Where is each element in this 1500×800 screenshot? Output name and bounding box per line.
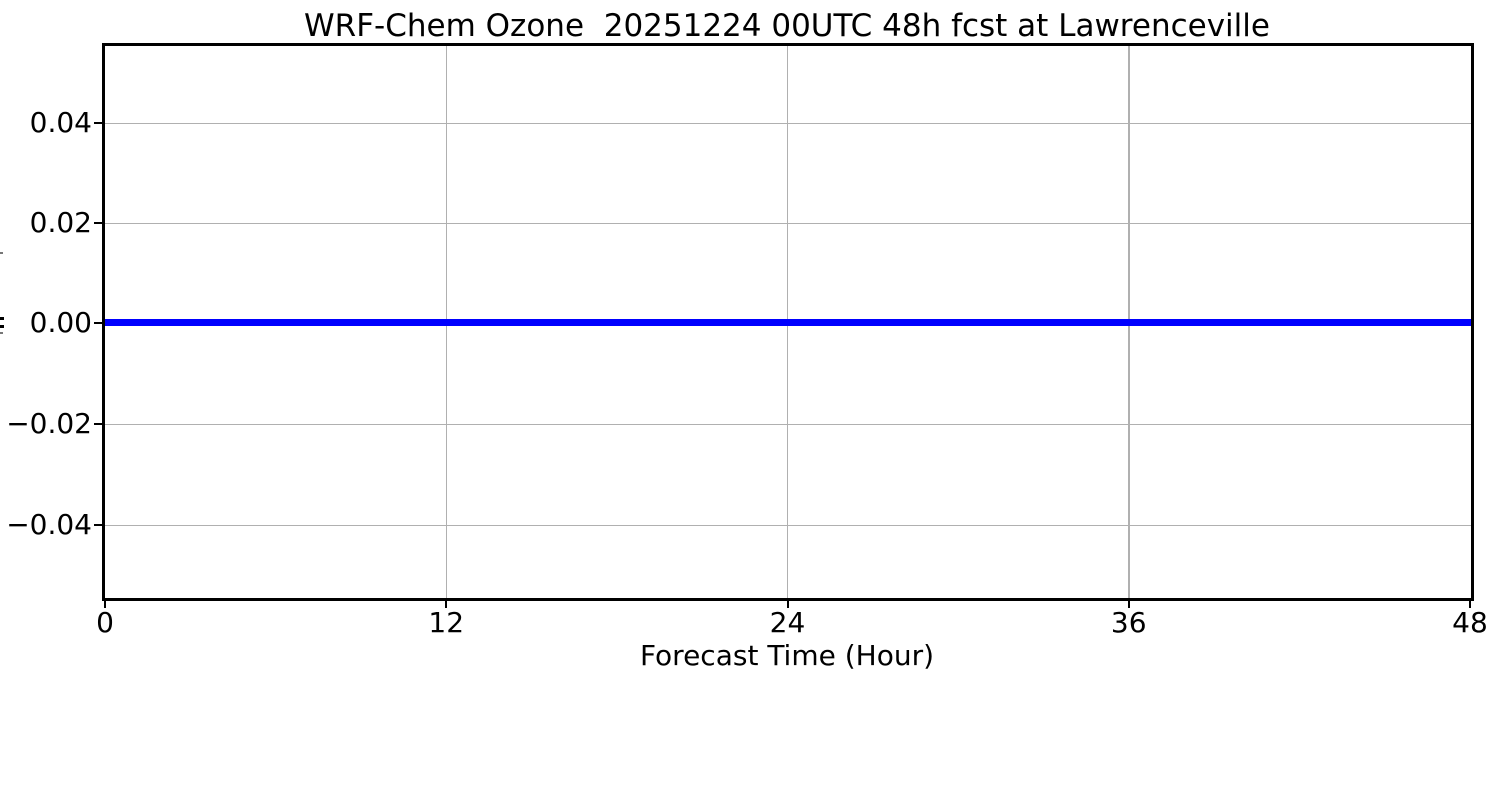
xtick-mark-24: [786, 599, 789, 608]
ytick-label-0.00: 0.00: [29, 305, 92, 339]
ytick-label-neg0.04: −0.04: [6, 507, 92, 541]
y-axis-label-clipped-fragment: [0, 317, 4, 320]
y-axis-label-clipped-fragment: [0, 325, 4, 328]
x-axis-label: Forecast Time (Hour): [639, 639, 935, 672]
xtick-label-36: 36: [1110, 606, 1147, 639]
ytick-mark-0.00: [94, 321, 103, 324]
gridline-horizontal-0.04: [105, 122, 1471, 124]
gridline-horizontal-neg0.02: [105, 423, 1471, 425]
ytick-mark-0.02: [94, 221, 103, 224]
xtick-mark-0: [104, 599, 106, 608]
ytick-label-0.04: 0.04: [29, 105, 92, 139]
xtick-mark-12: [445, 599, 448, 608]
y-axis-label-clipped-fragment: [0, 332, 3, 334]
y-axis-label-clipped-fragment: [0, 252, 3, 254]
gridline-horizontal-neg0.04: [105, 524, 1471, 526]
gridline-horizontal-0.02: [105, 222, 1471, 224]
xtick-label-12: 12: [428, 606, 465, 639]
xtick-label-48: 48: [1452, 606, 1488, 639]
xtick-label-24: 24: [769, 606, 806, 639]
ytick-mark-neg0.02: [94, 422, 103, 425]
ytick-label-0.02: 0.02: [29, 205, 92, 239]
plot-area: [105, 46, 1471, 598]
xtick-mark-36: [1127, 599, 1130, 608]
ozone-forecast-line: [105, 319, 1471, 326]
ytick-mark-0.04: [94, 121, 103, 124]
xtick-label-0: 0: [96, 606, 114, 639]
ytick-mark-neg0.04: [94, 523, 103, 526]
xtick-mark-48: [1469, 599, 1471, 608]
ytick-label-neg0.02: −0.02: [6, 406, 92, 440]
chart-title: WRF-Chem Ozone 20251224 00UTC 48h fcst a…: [304, 8, 1270, 44]
